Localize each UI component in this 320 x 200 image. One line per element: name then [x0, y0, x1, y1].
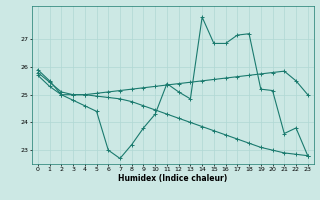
X-axis label: Humidex (Indice chaleur): Humidex (Indice chaleur) [118, 174, 228, 183]
